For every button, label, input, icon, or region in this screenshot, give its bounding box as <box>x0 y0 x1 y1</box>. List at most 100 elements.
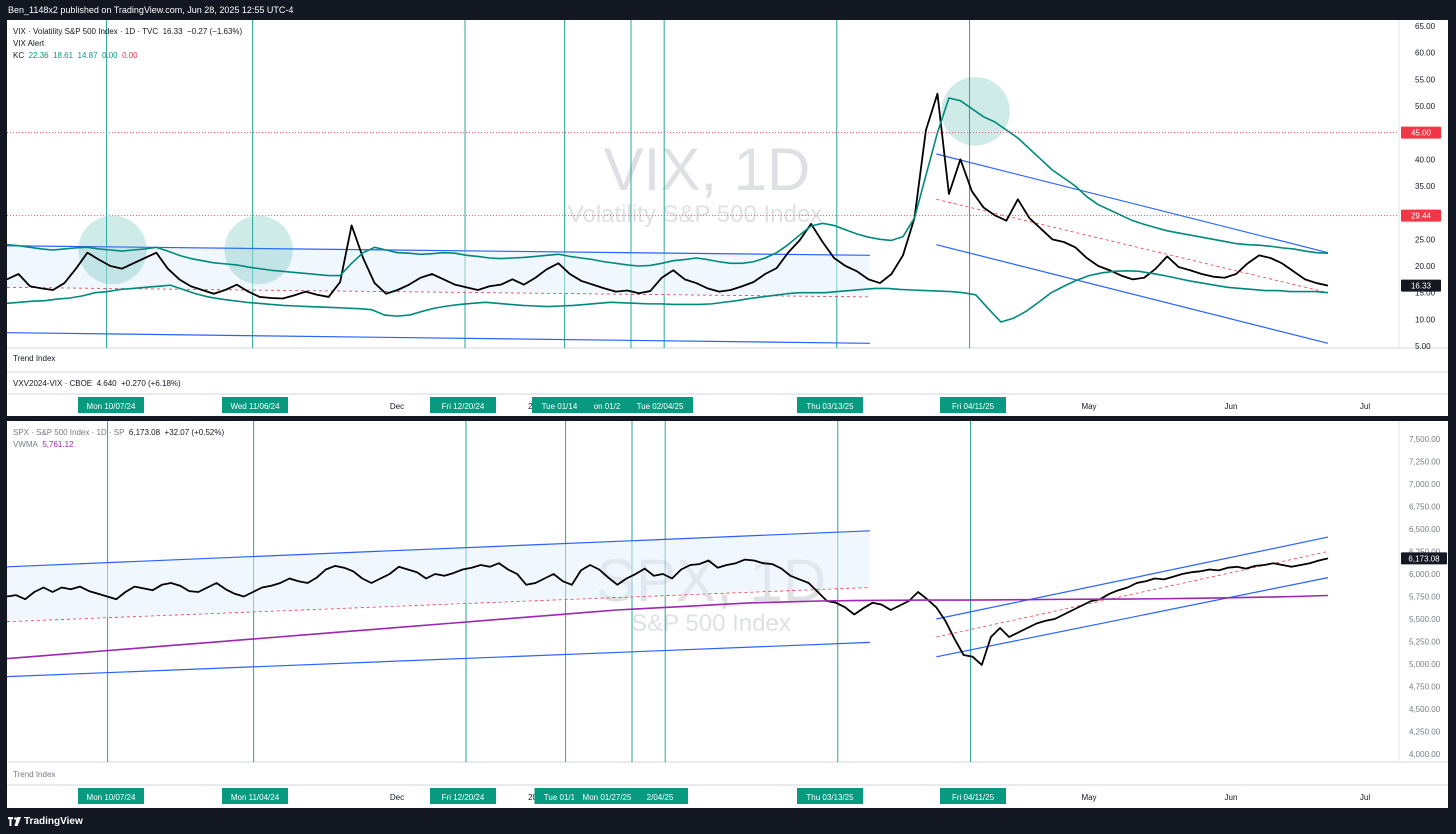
vix-y-tick-6: 35.00 <box>1415 182 1436 191</box>
kc-value-5: 0.00 <box>122 51 138 60</box>
spx-time-label-5: Tue 01/14/2 <box>544 793 587 802</box>
spx-chart-svg[interactable]: SPX, 1D S&P 500 Index 7,500.007,250.007,… <box>7 421 1448 808</box>
spx-time-label-9: Thu 03/13/25 <box>806 793 854 802</box>
spx-y-tick-1: 7,250.00 <box>1409 458 1441 467</box>
spx-chart-panel[interactable]: SPX, 1D S&P 500 Index 7,500.007,250.007,… <box>7 421 1448 808</box>
vix-price-tag-0: 45.00 <box>1411 129 1432 138</box>
vxv-value: 4.640 <box>96 379 117 388</box>
vix-y-tick-2: 55.00 <box>1415 75 1436 84</box>
vxv-symbol: VXV2024-VIX · CBOE <box>13 379 93 388</box>
vix-alert-label[interactable]: VIX Alert <box>13 39 45 48</box>
spx-time-tag-bg-3 <box>430 788 496 804</box>
vix-time-tag-bg-7 <box>627 397 693 413</box>
vix-channel-line-falling-lower <box>936 244 1329 344</box>
vix-y-tick-1: 60.00 <box>1415 49 1436 58</box>
spx-channel-fill <box>7 530 870 622</box>
kc-label: KC <box>13 51 25 60</box>
spx-y-tick-0: 7,500.00 <box>1409 435 1441 444</box>
vix-channel-fill <box>7 245 870 297</box>
spx-y-tick-7: 5,750.00 <box>1409 593 1441 602</box>
vix-channel-line-falling-mid <box>936 198 1329 294</box>
spx-time-label-12: May <box>1081 793 1096 802</box>
spx-y-tick-6: 6,000.00 <box>1409 570 1441 579</box>
spx-series-vwma <box>7 594 1329 660</box>
vix-trend-index-label[interactable]: Trend Index <box>13 354 56 363</box>
vix-symbol-row[interactable]: VIX · Volatility S&P 500 Index · 1D · TV… <box>13 26 242 38</box>
spx-change: +32.07 (+0.52%) <box>164 428 225 437</box>
spx-channel-line-upper-trend <box>7 530 870 568</box>
vix-time-label-13: Jun <box>1225 402 1238 411</box>
vwma-legend-row[interactable]: VWMA 5,761.12 <box>13 439 224 451</box>
vix-y-tick-3: 50.00 <box>1415 102 1436 111</box>
vix-series-kc-upper <box>7 97 1329 277</box>
footer-bar: TradingView <box>0 808 1456 834</box>
spx-time-label-7: 2/04/25 <box>647 793 674 802</box>
vwma-value: 5,761.12 <box>42 440 74 449</box>
vix-channel-line-falling-upper <box>936 153 1329 254</box>
vix-y-tick-8: 25.00 <box>1415 235 1436 244</box>
vwma-label: VWMA <box>13 440 38 449</box>
vix-change: −0.27 (−1.63%) <box>187 27 243 36</box>
spx-y-tick-10: 5,000.00 <box>1409 660 1441 669</box>
spx-time-label-13: Jun <box>1225 793 1238 802</box>
vxv-change: +0.270 (+6.18%) <box>121 379 181 388</box>
footer-brand[interactable]: TradingView <box>24 816 83 827</box>
spx-trend-index-label[interactable]: Trend Index <box>13 770 56 779</box>
vix-time-tag-bg-11 <box>940 397 1006 413</box>
spx-price-tag: 6,173.08 <box>1408 554 1440 563</box>
tradingview-logo-icon[interactable] <box>8 817 21 826</box>
spx-time-label-6: Mon 01/27/25 <box>583 793 632 802</box>
spx-symbol-row[interactable]: SPX · S&P 500 Index · 1D · SP 6,173.08 +… <box>13 427 224 439</box>
vix-watermark-title: VIX, 1D <box>604 136 811 203</box>
vix-price-tag-bg-0 <box>1401 126 1441 139</box>
spx-y-tick-2: 7,000.00 <box>1409 480 1441 489</box>
vix-y-tick-5: 40.00 <box>1415 155 1436 164</box>
vix-series-kc-lower <box>7 270 1329 323</box>
vxv-legend[interactable]: VXV2024-VIX · CBOE 4.640 +0.270 (+6.18%) <box>13 379 181 388</box>
vix-price-tag-bg-2 <box>1401 279 1441 292</box>
vix-y-tick-0: 65.00 <box>1415 22 1436 31</box>
spx-time-tag-bg-9 <box>797 788 863 804</box>
spx-channel-line-lower-trend <box>7 641 870 678</box>
spx-time-label-0: Mon 10/07/24 <box>87 793 136 802</box>
vix-time-tag-bg-6 <box>577 397 637 413</box>
vix-time-label-11: Fri 04/11/25 <box>952 402 995 411</box>
vix-time-label-5: Tue 01/14/25 <box>542 402 589 411</box>
vix-channel-line-lower-trend <box>7 332 870 344</box>
spx-channel-line-rising-lower <box>936 577 1329 658</box>
spx-time-label-3: Fri 12/20/24 <box>442 793 485 802</box>
vix-price-tag-2: 16.33 <box>1411 282 1432 291</box>
spx-channel-line-rising-mid <box>936 551 1329 638</box>
vix-time-label-1: Wed 11/06/24 <box>230 402 280 411</box>
spx-series-spx <box>7 557 1329 666</box>
vix-time-tag-bg-9 <box>797 397 863 413</box>
spx-time-tag-bg-7 <box>632 788 688 804</box>
spx-y-tick-3: 6,750.00 <box>1409 503 1441 512</box>
vix-chart-svg[interactable]: VIX, 1D Volatility S&P 500 Index 65.00 60… <box>7 20 1448 416</box>
vix-y-tick-11: 10.00 <box>1415 315 1436 324</box>
spx-time-label-11: Fri 04/11/25 <box>952 793 995 802</box>
spx-time-tag-bg-6 <box>574 788 640 804</box>
spx-y-tick-8: 5,500.00 <box>1409 615 1441 624</box>
spx-y-tick-12: 4,500.00 <box>1409 705 1441 714</box>
vix-time-label-0: Mon 10/07/24 <box>87 402 136 411</box>
spx-time-label-2: Dec <box>390 793 404 802</box>
spx-time-tag-bg-11 <box>940 788 1006 804</box>
spx-y-tick-5: 6,250.00 <box>1409 548 1441 557</box>
spx-channel-line-rising-upper <box>936 536 1329 620</box>
spx-symbol: SPX · S&P 500 Index · 1D · SP <box>13 428 125 437</box>
spx-price-tag-bg <box>1401 552 1447 565</box>
spx-watermark-sub: S&P 500 Index <box>631 610 791 637</box>
vix-last: 16.33 <box>162 27 183 36</box>
kc-legend-row[interactable]: KC 22.36 18.61 14.87 0.00 0.00 <box>13 50 242 62</box>
spx-last: 6,173.08 <box>128 428 161 437</box>
spx-time-label-1: Mon 11/04/24 <box>231 793 280 802</box>
vix-chart-panel[interactable]: VIX, 1D Volatility S&P 500 Index 65.00 60… <box>7 20 1448 416</box>
vix-time-label-3: Fri 12/20/24 <box>442 402 485 411</box>
spx-y-tick-4: 6,500.00 <box>1409 525 1441 534</box>
vix-time-label-2: Dec <box>390 402 404 411</box>
vix-time-label-12: May <box>1081 402 1096 411</box>
spx-time-label-14: Jul <box>1360 793 1370 802</box>
vix-time-label-9: Thu 03/13/25 <box>806 402 854 411</box>
vix-series-vix <box>7 92 1329 300</box>
